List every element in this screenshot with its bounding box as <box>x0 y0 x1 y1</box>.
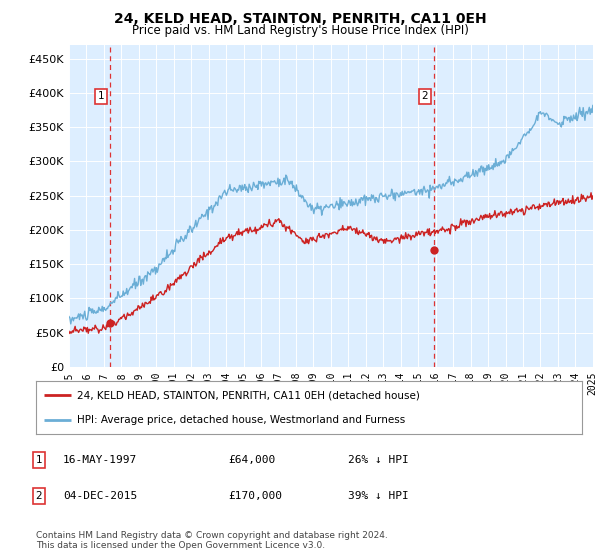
Text: 39% ↓ HPI: 39% ↓ HPI <box>348 491 409 501</box>
Text: 04-DEC-2015: 04-DEC-2015 <box>63 491 137 501</box>
Text: 2: 2 <box>35 491 43 501</box>
Text: 1: 1 <box>98 91 104 101</box>
Text: 24, KELD HEAD, STAINTON, PENRITH, CA11 0EH: 24, KELD HEAD, STAINTON, PENRITH, CA11 0… <box>113 12 487 26</box>
Text: 26% ↓ HPI: 26% ↓ HPI <box>348 455 409 465</box>
Text: 2: 2 <box>421 91 428 101</box>
Text: HPI: Average price, detached house, Westmorland and Furness: HPI: Average price, detached house, West… <box>77 414 405 424</box>
Text: £170,000: £170,000 <box>228 491 282 501</box>
Text: £64,000: £64,000 <box>228 455 275 465</box>
Text: 16-MAY-1997: 16-MAY-1997 <box>63 455 137 465</box>
Text: 24, KELD HEAD, STAINTON, PENRITH, CA11 0EH (detached house): 24, KELD HEAD, STAINTON, PENRITH, CA11 0… <box>77 390 420 400</box>
Text: Price paid vs. HM Land Registry's House Price Index (HPI): Price paid vs. HM Land Registry's House … <box>131 24 469 37</box>
Text: 1: 1 <box>35 455 43 465</box>
Text: Contains HM Land Registry data © Crown copyright and database right 2024.
This d: Contains HM Land Registry data © Crown c… <box>36 531 388 550</box>
